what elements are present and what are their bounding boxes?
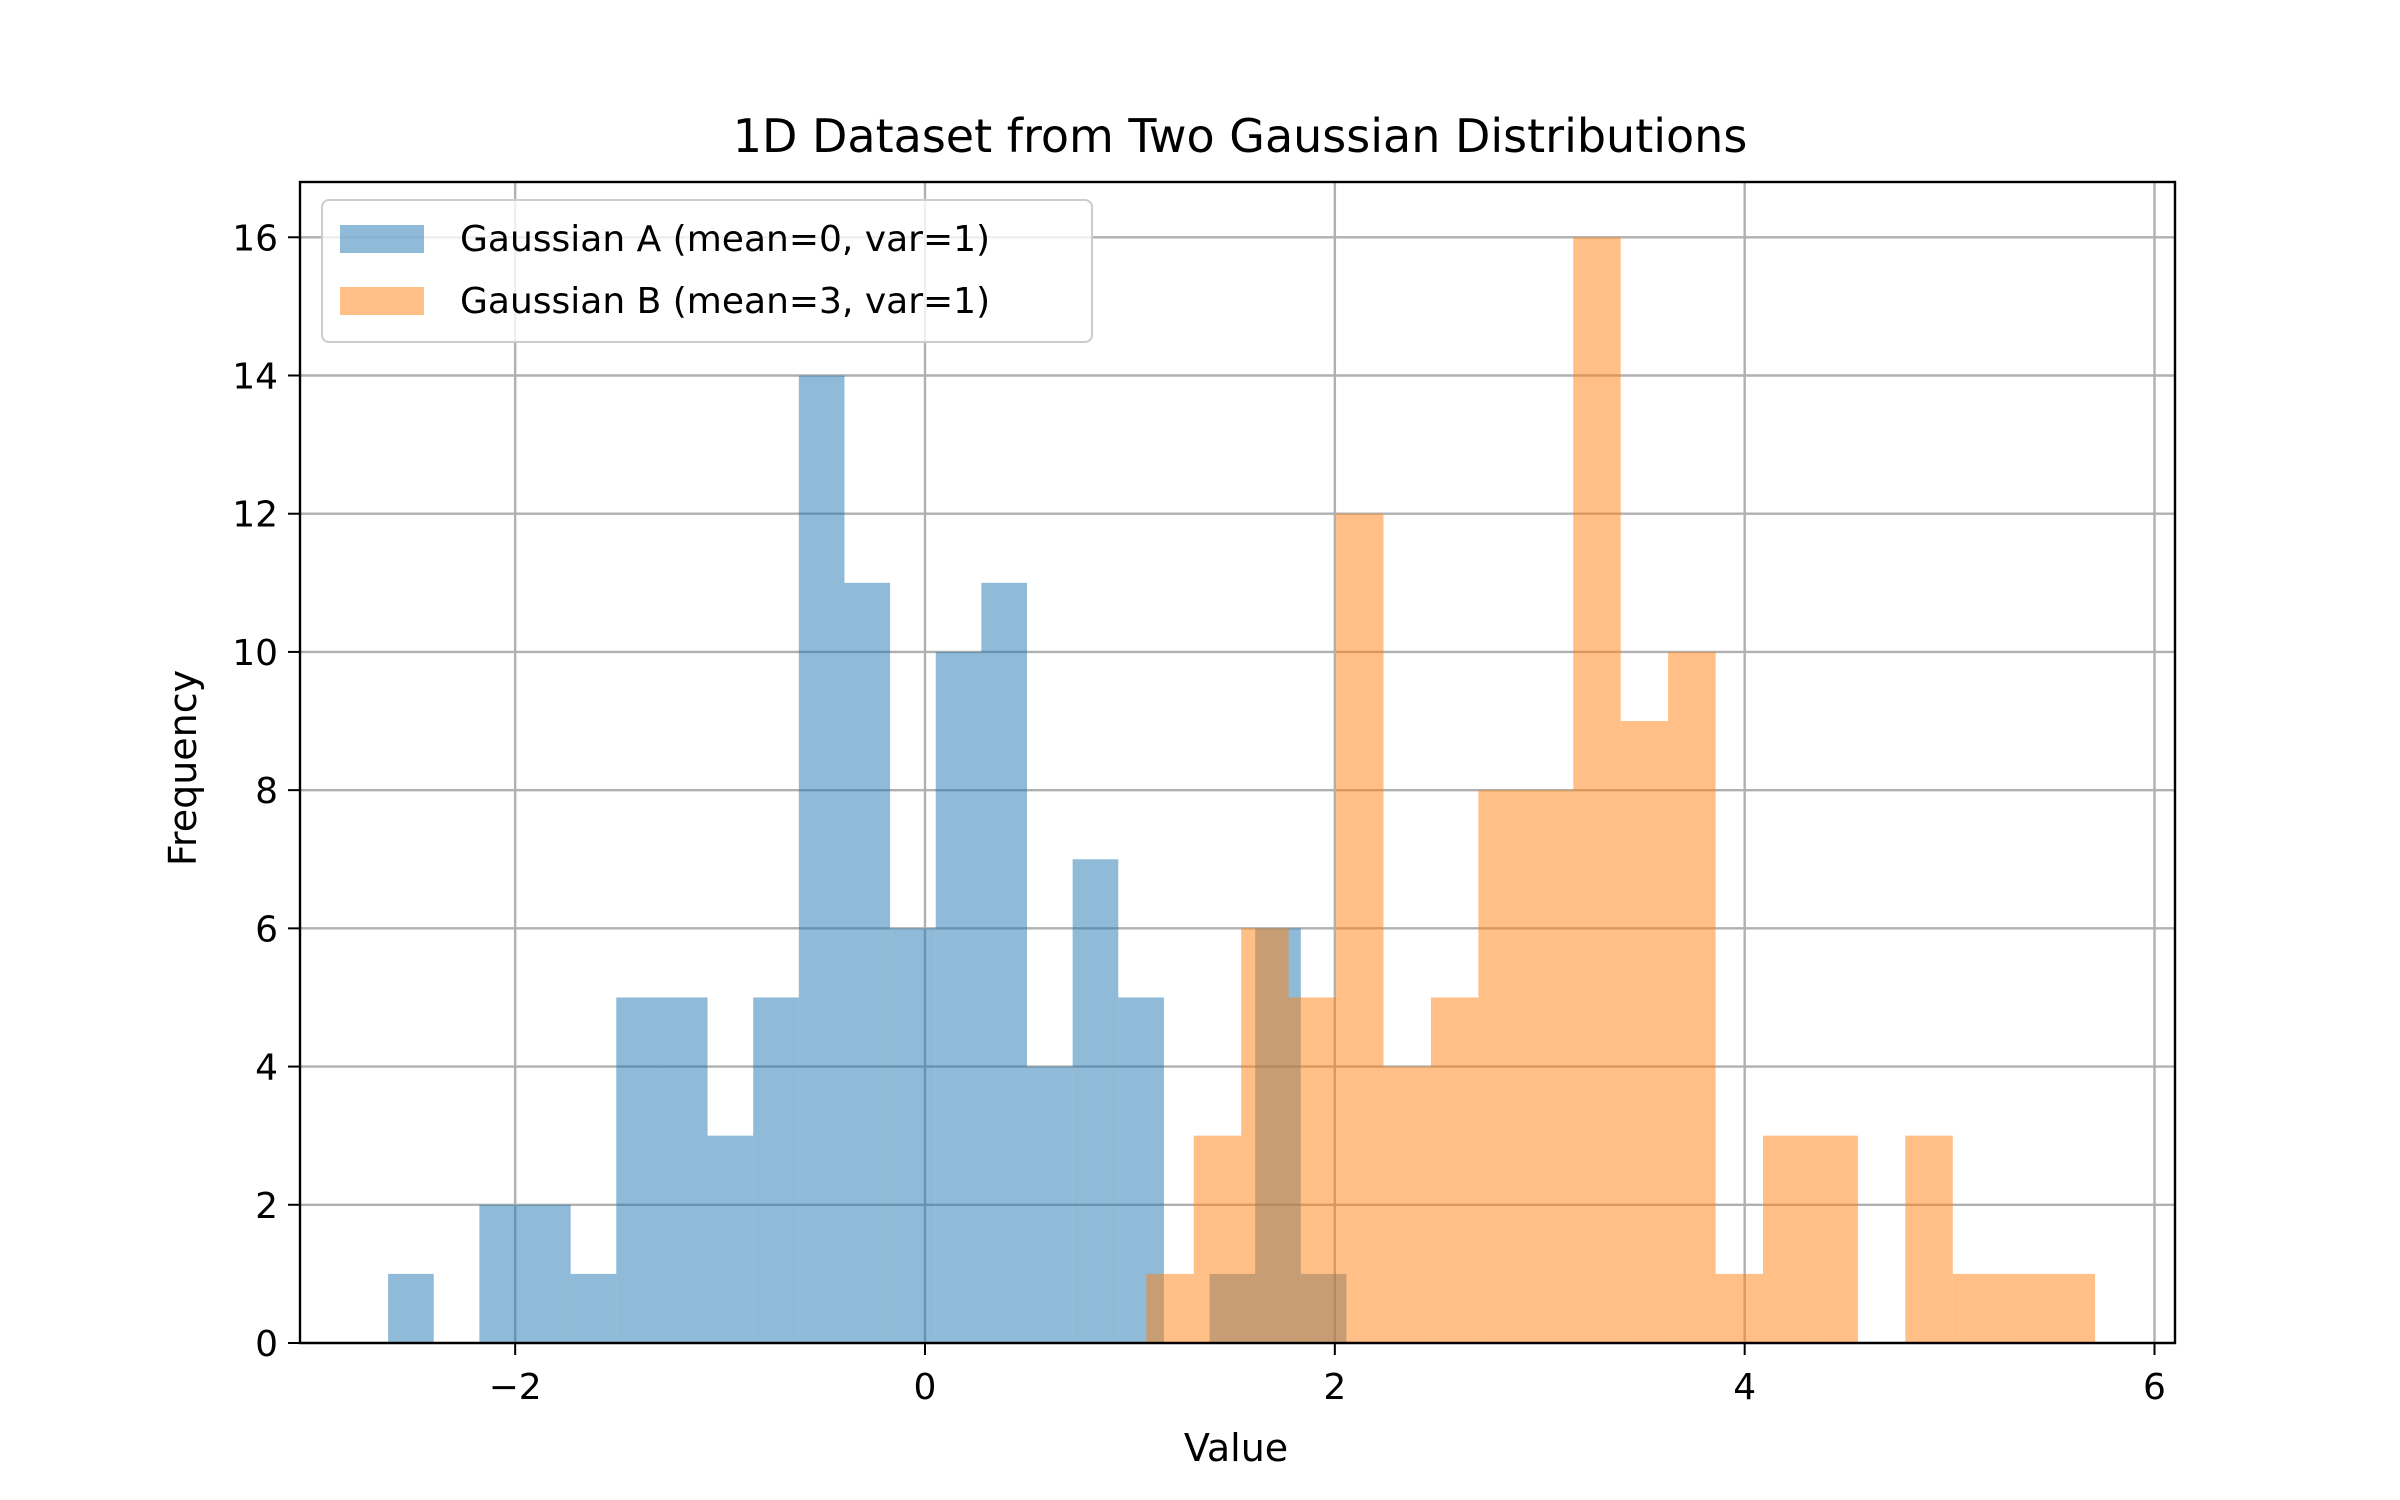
histogram-bar-series-2 bbox=[1288, 997, 1337, 1343]
x-axis-label: Value bbox=[1184, 1426, 1288, 1470]
histogram-bar-series-1 bbox=[1027, 1066, 1073, 1343]
histogram-bar-series-2 bbox=[1810, 1135, 1858, 1343]
y-tick-label: 12 bbox=[232, 495, 278, 536]
y-tick-label: 4 bbox=[255, 1048, 278, 1089]
y-tick-label: 16 bbox=[232, 218, 278, 259]
histogram-bar-series-2 bbox=[1905, 1135, 1953, 1343]
histogram-bar-series-2 bbox=[1573, 237, 1621, 1343]
histogram-bar-series-1 bbox=[981, 582, 1028, 1343]
histogram-bar-series-2 bbox=[1430, 997, 1479, 1343]
histogram-bar-series-1 bbox=[844, 582, 891, 1343]
plot-frame bbox=[298, 180, 2177, 1345]
histogram-bar-series-2 bbox=[1620, 721, 1669, 1343]
y-tick-label: 14 bbox=[232, 357, 278, 398]
histogram-bar-series-2 bbox=[1383, 1066, 1431, 1343]
histogram-bar-series-1 bbox=[616, 997, 662, 1343]
ticks: −2 0 2 4 6 0 2 4 6 8 10 12 14 16 bbox=[232, 218, 2166, 1408]
histogram-bar-series-1 bbox=[935, 651, 982, 1343]
histogram-bar-series-1 bbox=[1072, 859, 1119, 1343]
y-axis-label: Frequency bbox=[161, 670, 205, 866]
histogram-bar-series-2 bbox=[1763, 1135, 1811, 1343]
histogram-bar-series-2 bbox=[1336, 513, 1384, 1343]
x-tick-label: 6 bbox=[2143, 1367, 2166, 1408]
histogram-bar-series-2 bbox=[1525, 790, 1574, 1343]
histogram-bar-series-1 bbox=[753, 997, 799, 1343]
histogram-bar-series-2 bbox=[1668, 651, 1716, 1343]
histogram-bar-series-1 bbox=[798, 375, 845, 1343]
legend-swatch bbox=[340, 225, 424, 253]
x-tick-label: 4 bbox=[1733, 1367, 1756, 1408]
histogram-bar-series-1 bbox=[890, 928, 936, 1343]
histogram-bar-series-1 bbox=[479, 1204, 526, 1343]
y-tick-label: 2 bbox=[255, 1186, 278, 1227]
histogram-bar-series-2 bbox=[1478, 790, 1526, 1343]
histogram-bar-series-1 bbox=[388, 1273, 434, 1343]
y-tick-label: 0 bbox=[255, 1324, 278, 1365]
histogram-bar-series-2 bbox=[1241, 928, 1289, 1343]
histogram-bar-series-1 bbox=[570, 1273, 617, 1343]
chart-title: 1D Dataset from Two Gaussian Distributio… bbox=[733, 109, 1748, 163]
x-tick-label: 0 bbox=[914, 1367, 937, 1408]
histogram-bar-series-2 bbox=[2000, 1273, 2048, 1343]
y-tick-label: 6 bbox=[255, 909, 278, 950]
legend: Gaussian A (mean=0, var=1) Gaussian B (me… bbox=[321, 199, 1093, 343]
histogram-bar-series-1 bbox=[525, 1204, 571, 1343]
legend-box bbox=[321, 199, 1093, 343]
histogram-bar-series-2 bbox=[1952, 1273, 2001, 1343]
y-tick-label: 10 bbox=[232, 633, 278, 674]
histogram-bar-series-1 bbox=[707, 1135, 754, 1343]
legend-label: Gaussian B (mean=3, var=1) bbox=[460, 281, 990, 322]
legend-swatch bbox=[340, 287, 424, 315]
histogram-bar-series-2 bbox=[1146, 1273, 1194, 1343]
histogram-bar-series-2 bbox=[1715, 1273, 1764, 1343]
y-tick-label: 8 bbox=[255, 771, 278, 812]
histogram-bar-series-2 bbox=[2047, 1273, 2096, 1343]
legend-label: Gaussian A (mean=0, var=1) bbox=[460, 219, 990, 260]
histogram-bar-series-1 bbox=[661, 997, 708, 1343]
histogram-bar-series-2 bbox=[1193, 1135, 1242, 1343]
x-tick-label: −2 bbox=[489, 1367, 542, 1408]
grid bbox=[300, 182, 2175, 1345]
x-tick-label: 2 bbox=[1323, 1367, 1346, 1408]
bars bbox=[388, 237, 2096, 1343]
